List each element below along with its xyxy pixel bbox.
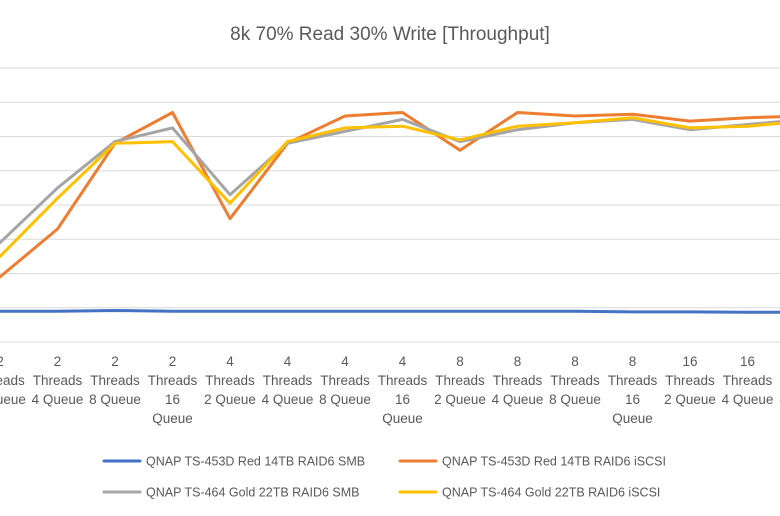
x-tick-label: 16 Threads 4 Queue xyxy=(722,354,774,407)
x-tick-label: 4 Threads 4 Queue xyxy=(262,354,314,407)
chart-title: 8k 70% Read 30% Write [Throughput] xyxy=(230,24,550,45)
series-line-2 xyxy=(0,111,780,279)
series-line-1 xyxy=(0,309,780,314)
x-tick-label: 8 Threads 16 Queue xyxy=(608,354,658,426)
legend-label: QNAP TS-453D Red 14TB RAID6 SMB xyxy=(146,455,365,469)
gridlines xyxy=(0,67,780,343)
legend-label: QNAP TS-464 Gold 22TB RAID6 SMB xyxy=(146,486,360,500)
x-axis-ticks: 2Threads2 Queue2Threads4 Queue2Threads8 … xyxy=(0,354,780,426)
legend-label: QNAP TS-453D Red 14TB RAID6 iSCSI xyxy=(442,455,666,469)
series-line-4 xyxy=(0,116,780,258)
x-tick-label: 2Threads2 Queue xyxy=(0,354,26,407)
legend-label: QNAP TS-464 Gold 22TB RAID6 iSCSI xyxy=(442,486,660,500)
plot-area xyxy=(0,111,780,314)
legend: QNAP TS-453D Red 14TB RAID6 SMB QNAP TS-4… xyxy=(102,455,666,500)
x-tick-label: 4 Threads 16 Queue xyxy=(378,354,428,426)
x-tick-label: 8 Threads 8 Queue xyxy=(549,354,601,407)
x-tick-label: 2 Threads 16 Queue xyxy=(148,354,198,426)
series-line-3 xyxy=(0,117,780,245)
x-tick-label: 8 Threads 2 Queue xyxy=(434,354,486,407)
x-tick-label: 8 Threads 4 Queue xyxy=(492,354,544,407)
x-tick-label: 2 Threads 8 Queue xyxy=(89,354,141,407)
x-tick-label: 4 Threads 8 Queue xyxy=(319,354,371,407)
x-tick-label: 2 Threads 4 Queue xyxy=(32,354,84,407)
x-tick-label: 16 Threads 2 Queue xyxy=(664,354,716,407)
x-tick-label: 4 Threads 2 Queue xyxy=(204,354,256,407)
